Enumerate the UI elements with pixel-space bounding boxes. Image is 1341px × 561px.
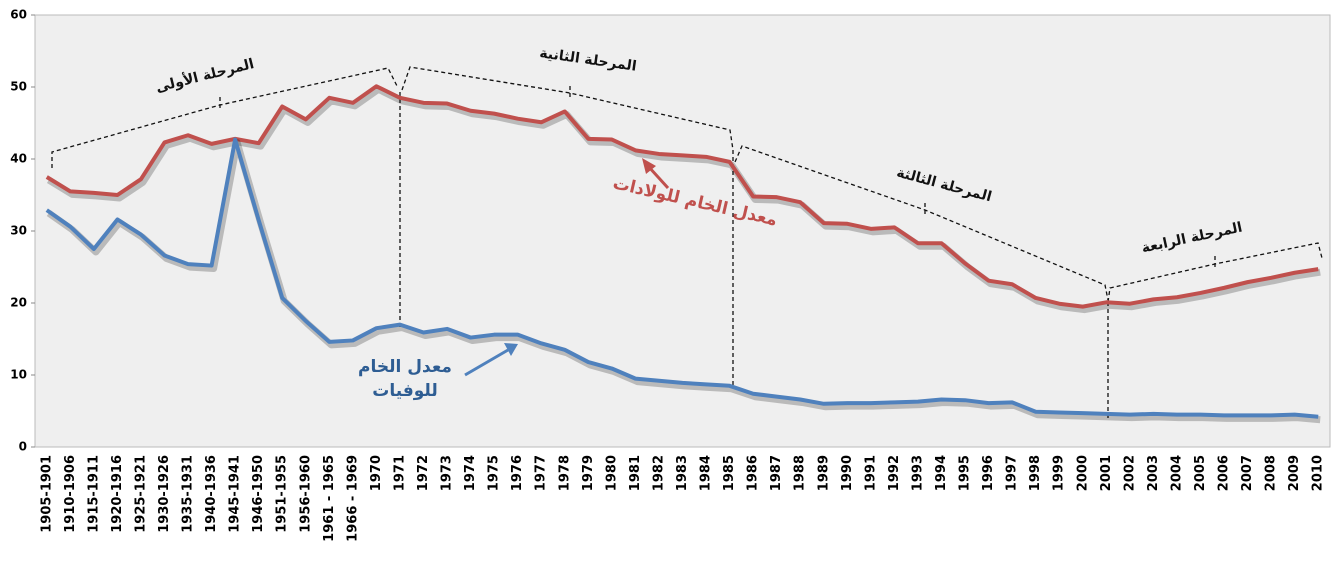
arrow [464, 348, 509, 377]
x-tick-label: 1979 [581, 455, 596, 491]
arrows [464, 158, 670, 377]
x-tick-label: 1973 [440, 455, 455, 491]
arrow-head [642, 158, 656, 174]
x-tick-label: 1951-1955 [275, 455, 290, 533]
x-tick-label: 1988 [793, 455, 808, 491]
series-label: معدل الخام للوفيات [358, 357, 452, 401]
x-tick-label: 1989 [816, 455, 831, 491]
x-tick-label: 1977 [534, 455, 549, 491]
x-tick-label: 1920-1916 [110, 455, 125, 533]
x-tick-label: 1982 [651, 455, 666, 491]
y-tick-label: 20 [10, 296, 27, 310]
x-tick-label: 1970 [369, 455, 384, 491]
y-tick-label: 10 [10, 368, 27, 382]
x-tick-label: 2000 [1075, 455, 1090, 491]
x-tick-label: 1994 [934, 455, 949, 491]
y-tick-label: 0 [19, 440, 27, 454]
line-shadow [46, 85, 1321, 314]
x-tick-label: 1976 [510, 455, 525, 491]
x-tick-label: 1978 [557, 455, 572, 491]
x-tick-label: 1986 [746, 455, 761, 491]
x-tick-label: 1935-1931 [181, 455, 196, 533]
phase-brackets [51, 66, 1323, 420]
x-tick-label: 1930-1926 [157, 455, 172, 533]
x-tick-label: 1974 [463, 455, 478, 491]
x-tick-label: 1999 [1052, 455, 1067, 491]
x-tick-label: 2005 [1193, 455, 1208, 491]
x-tick-label: 1946-1950 [251, 455, 266, 533]
x-tick-label: 2002 [1122, 455, 1137, 491]
x-tick-label: 1980 [604, 455, 619, 491]
x-tick-label: 2009 [1287, 455, 1302, 491]
x-tick-label: 2006 [1217, 455, 1232, 491]
x-tick-label: 1992 [887, 455, 902, 491]
series-line [45, 84, 1319, 309]
x-tick-label: 1905-1901 [39, 455, 54, 533]
y-tick-label: 30 [10, 224, 27, 238]
x-tick-label: 1996 [981, 455, 996, 491]
x-tick-label: 1981 [628, 455, 643, 491]
x-tick-label: 1940-1936 [204, 455, 219, 533]
x-tick-label: 1915-1911 [86, 455, 101, 533]
lines [45, 84, 1321, 424]
arrow-head [504, 343, 518, 356]
series-line [45, 137, 1319, 419]
x-tick-label: 1998 [1028, 455, 1043, 491]
y-tick-label: 60 [10, 8, 27, 22]
x-tick-label: 1987 [769, 455, 784, 491]
x-tick-label: 1991 [863, 455, 878, 491]
x-tick-label: 1993 [910, 455, 925, 491]
x-tick-label: 2004 [1169, 455, 1184, 491]
x-tick-label: 1997 [1005, 455, 1020, 491]
x-tick-label: 1971 [392, 455, 407, 491]
x-tick-label: 1910-1906 [63, 455, 78, 533]
x-tick-label: 1961 - 1965 [322, 455, 337, 542]
x-tick-label: 2010 [1311, 455, 1326, 491]
x-tick-label: 1975 [487, 455, 502, 491]
x-tick-label: 2007 [1240, 455, 1255, 491]
bracket [401, 66, 734, 151]
x-tick-label: 1983 [675, 455, 690, 491]
x-tick-label: 1956-1960 [298, 455, 313, 533]
x-tick-label: 2008 [1264, 455, 1279, 491]
x-tick-label: 1925-1921 [133, 455, 148, 533]
x-tick-label: 1990 [840, 455, 855, 491]
plot-area [34, 14, 1331, 448]
x-tick-label: 1966 - 1969 [345, 455, 360, 542]
y-tick-label: 40 [10, 152, 27, 166]
x-tick-label: 1984 [699, 455, 714, 491]
x-tick-label: 1945-1941 [228, 455, 243, 533]
x-tick-label: 1972 [416, 455, 431, 491]
x-tick-label: 1985 [722, 455, 737, 491]
x-tick-label: 2003 [1146, 455, 1161, 491]
x-tick-label: 1995 [958, 455, 973, 491]
y-tick-label: 50 [10, 80, 27, 94]
x-tick-label: 2001 [1099, 455, 1114, 491]
